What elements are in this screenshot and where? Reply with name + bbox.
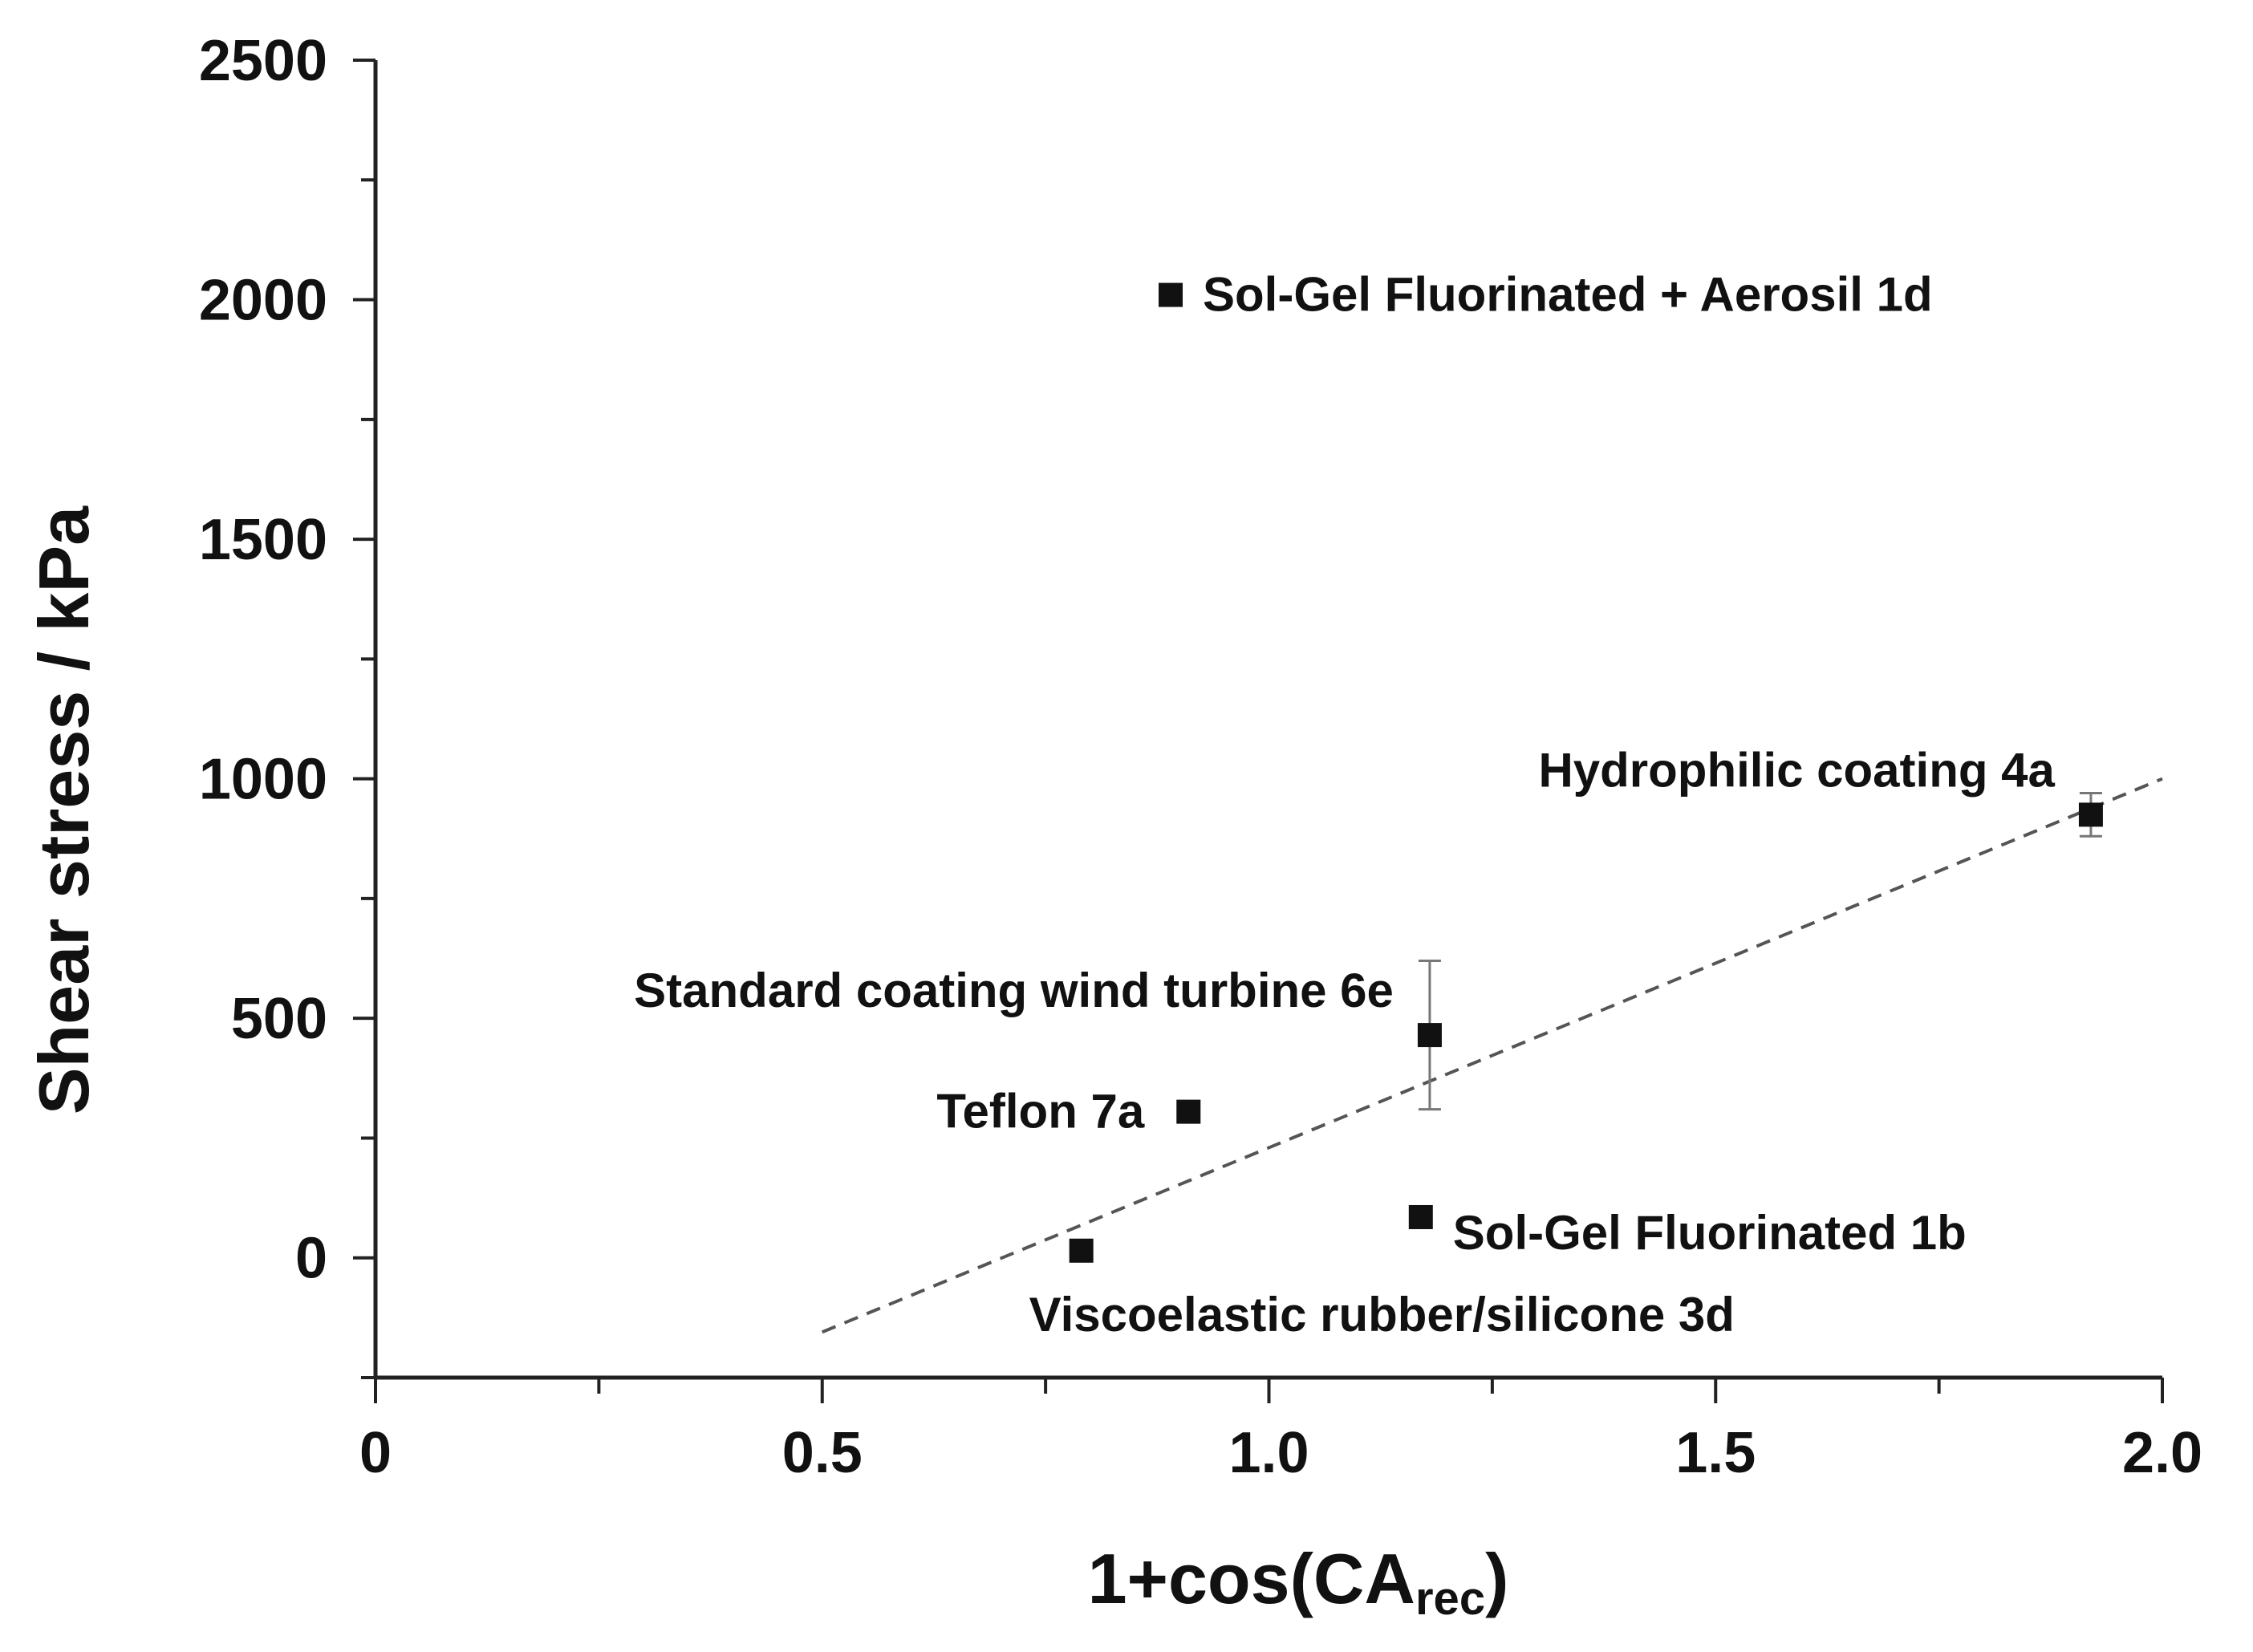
point-label: Sol-Gel Fluorinated 1b: [1453, 1206, 1967, 1260]
point-sol-gel-fluorinated: Sol-Gel Fluorinated 1b: [1408, 1204, 1967, 1260]
point-marker: [1159, 282, 1183, 307]
fit-line: [821, 777, 2163, 1334]
y-tick-label: 1500: [199, 508, 327, 572]
y-tick-label: 2000: [199, 269, 327, 333]
x-tick-label: 0: [359, 1421, 392, 1485]
y-axis-title: Shear stress / kPa: [24, 505, 104, 1114]
x-axis-title: 1+cos(CArec): [1088, 1539, 1509, 1625]
point-hydrophilic-coating: Hydrophilic coating 4a: [1538, 743, 2103, 838]
point-marker: [1176, 1099, 1201, 1124]
point-marker: [1408, 1204, 1433, 1229]
x-axis-ticks: 0 0.5 1.0 1.5 2.0: [359, 1378, 2202, 1485]
point-teflon: Teflon 7a: [936, 1085, 1201, 1139]
point-standard-coating-wind-turbine: Standard coating wind turbine 6e: [634, 960, 1442, 1111]
point-label: Viscoelastic rubber/silicone 3d: [1029, 1288, 1735, 1341]
x-tick-label: 1.0: [1228, 1421, 1309, 1485]
point-label: Hydrophilic coating 4a: [1538, 743, 2055, 797]
x-axis-title-main: 1+cos(CA: [1088, 1539, 1415, 1618]
y-tick-label: 1000: [199, 748, 327, 812]
point-marker: [1417, 1023, 1442, 1048]
x-tick-label: 2.0: [2122, 1421, 2202, 1485]
point-sol-gel-fluorinated-aerosil: Sol-Gel Fluorinated + Aerosil 1d: [1159, 268, 1933, 322]
point-label: Sol-Gel Fluorinated + Aerosil 1d: [1203, 268, 1933, 322]
data-points: Sol-Gel Fluorinated + Aerosil 1d Hydrophi…: [634, 268, 2103, 1341]
y-tick-label: 500: [231, 987, 327, 1051]
axes: [373, 60, 2162, 1380]
y-tick-label: 2500: [199, 29, 327, 93]
point-marker: [1069, 1238, 1094, 1263]
y-axis-ticks: 0 500 1000 1500 2000 2500: [199, 29, 376, 1379]
point-viscoelastic-rubber-silicone: Viscoelastic rubber/silicone 3d: [1029, 1238, 1735, 1341]
point-marker: [2078, 802, 2103, 827]
point-label: Teflon 7a: [936, 1085, 1145, 1139]
x-axis-title-close: ): [1485, 1539, 1508, 1618]
x-tick-label: 0.5: [782, 1421, 863, 1485]
y-tick-label: 0: [295, 1227, 327, 1291]
fit-line-group: [821, 777, 2163, 1334]
x-axis-title-subscript: rec: [1415, 1573, 1485, 1625]
x-tick-label: 1.5: [1675, 1421, 1756, 1485]
point-label: Standard coating wind turbine 6e: [634, 964, 1394, 1017]
